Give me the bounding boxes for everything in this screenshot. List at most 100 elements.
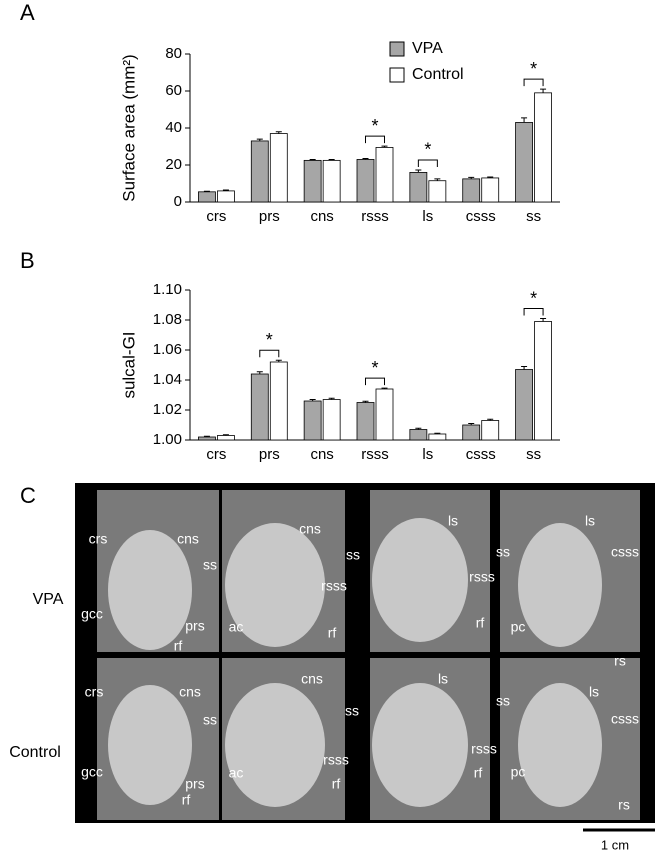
structure-label: ls <box>585 513 595 529</box>
structure-label: csss <box>611 544 639 560</box>
structure-label: ss <box>203 557 217 573</box>
bar <box>375 147 394 203</box>
panel-label: B <box>20 248 35 273</box>
bar <box>428 180 447 203</box>
error-bar <box>328 397 335 400</box>
structure-label: ss <box>345 703 359 719</box>
x-tick-label: ls <box>422 446 433 463</box>
y-tick-label: 1.08 <box>153 311 182 328</box>
x-tick-label: cns <box>310 446 333 463</box>
y-axis-label: sulcal-GI <box>119 331 138 398</box>
error-bar <box>309 399 316 401</box>
structure-label: gcc <box>81 606 103 622</box>
error-bar <box>203 190 210 192</box>
significance-bracket <box>365 377 385 386</box>
bar <box>356 402 375 441</box>
structure-label: prs <box>185 776 204 792</box>
y-tick-label: 1.10 <box>153 281 182 298</box>
y-tick-label: 1.04 <box>153 371 182 388</box>
bar <box>534 321 552 441</box>
x-tick-label: ss <box>526 208 541 225</box>
structure-label: rf <box>474 765 483 781</box>
error-bar <box>275 359 282 362</box>
significance-mark: * <box>530 288 537 308</box>
y-tick-label: 0 <box>174 193 182 210</box>
structure-label: cns <box>177 531 199 547</box>
structure-label: rsss <box>323 752 349 768</box>
bar <box>322 399 341 441</box>
bar <box>462 178 481 203</box>
error-bar <box>362 158 369 160</box>
error-bar <box>521 366 528 370</box>
structure-label: pc <box>511 619 526 635</box>
significance-mark: * <box>530 59 537 79</box>
bar <box>481 177 500 203</box>
structure-label: crs <box>85 684 104 700</box>
bar <box>217 435 235 441</box>
bar <box>217 190 235 203</box>
y-tick-label: 1.00 <box>153 431 182 448</box>
structure-label: ls <box>448 513 458 529</box>
structure-label: csss <box>611 711 639 727</box>
error-bar <box>362 400 369 403</box>
error-bar <box>381 387 388 389</box>
error-bar <box>487 418 494 421</box>
error-bar <box>381 145 388 148</box>
significance-bracket <box>523 308 544 316</box>
significance-mark: * <box>424 140 431 160</box>
y-tick-label: 20 <box>165 156 182 173</box>
bar <box>269 133 288 203</box>
error-bar <box>521 117 528 123</box>
structure-label: cns <box>301 671 323 687</box>
x-tick-label: rsss <box>361 208 389 225</box>
error-bar <box>468 176 475 179</box>
x-tick-label: ls <box>422 208 433 225</box>
scale-label: 1 cm <box>601 837 629 852</box>
structure-label: gcc <box>81 764 103 780</box>
error-bar <box>540 318 547 322</box>
y-tick-label: 1.06 <box>153 341 182 358</box>
structure-label: prs <box>185 618 204 634</box>
structure-label: ac <box>229 619 244 635</box>
bar <box>409 429 428 441</box>
structure-label: ls <box>438 671 448 687</box>
structure-label: rf <box>332 776 341 792</box>
structure-label: ls <box>589 684 599 700</box>
structure-label: rs <box>618 797 630 813</box>
error-bar <box>203 435 210 437</box>
structure-label: rf <box>328 625 337 641</box>
bar <box>481 420 500 441</box>
x-tick-label: csss <box>466 208 496 225</box>
structure-label: rs <box>614 653 626 669</box>
x-tick-label: crs <box>206 446 226 463</box>
y-tick-label: 80 <box>165 45 182 62</box>
structure-label: ss <box>496 544 510 560</box>
error-bar <box>275 131 282 134</box>
panel-label: A <box>20 0 35 25</box>
structure-label: ac <box>229 765 244 781</box>
structure-label: rsss <box>321 578 347 594</box>
error-bar <box>256 138 263 141</box>
structure-label: cns <box>299 521 321 537</box>
bar <box>198 436 216 441</box>
structure-label: rsss <box>469 569 495 585</box>
bar <box>534 92 552 203</box>
y-tick-label: 1.02 <box>153 401 182 418</box>
y-tick-label: 60 <box>165 82 182 99</box>
structure-label: rf <box>476 615 485 631</box>
bar <box>322 159 341 203</box>
legend-swatch <box>389 41 405 57</box>
x-tick-label: cns <box>310 208 333 225</box>
error-bar <box>468 423 475 425</box>
error-bar <box>434 178 441 181</box>
x-tick-label: prs <box>259 446 280 463</box>
bar <box>356 159 375 203</box>
significance-bracket <box>365 135 385 144</box>
structure-label: rf <box>174 638 183 654</box>
y-axis-label: Surface area (mm²) <box>119 54 138 201</box>
bar <box>462 424 481 441</box>
y-tick-label: 40 <box>165 119 182 136</box>
x-tick-label: csss <box>466 446 496 463</box>
structure-label: ss <box>346 547 360 563</box>
error-bar <box>309 158 316 161</box>
